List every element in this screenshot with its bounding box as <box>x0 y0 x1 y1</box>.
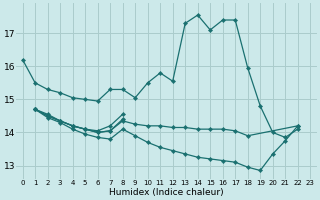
X-axis label: Humidex (Indice chaleur): Humidex (Indice chaleur) <box>109 188 224 197</box>
